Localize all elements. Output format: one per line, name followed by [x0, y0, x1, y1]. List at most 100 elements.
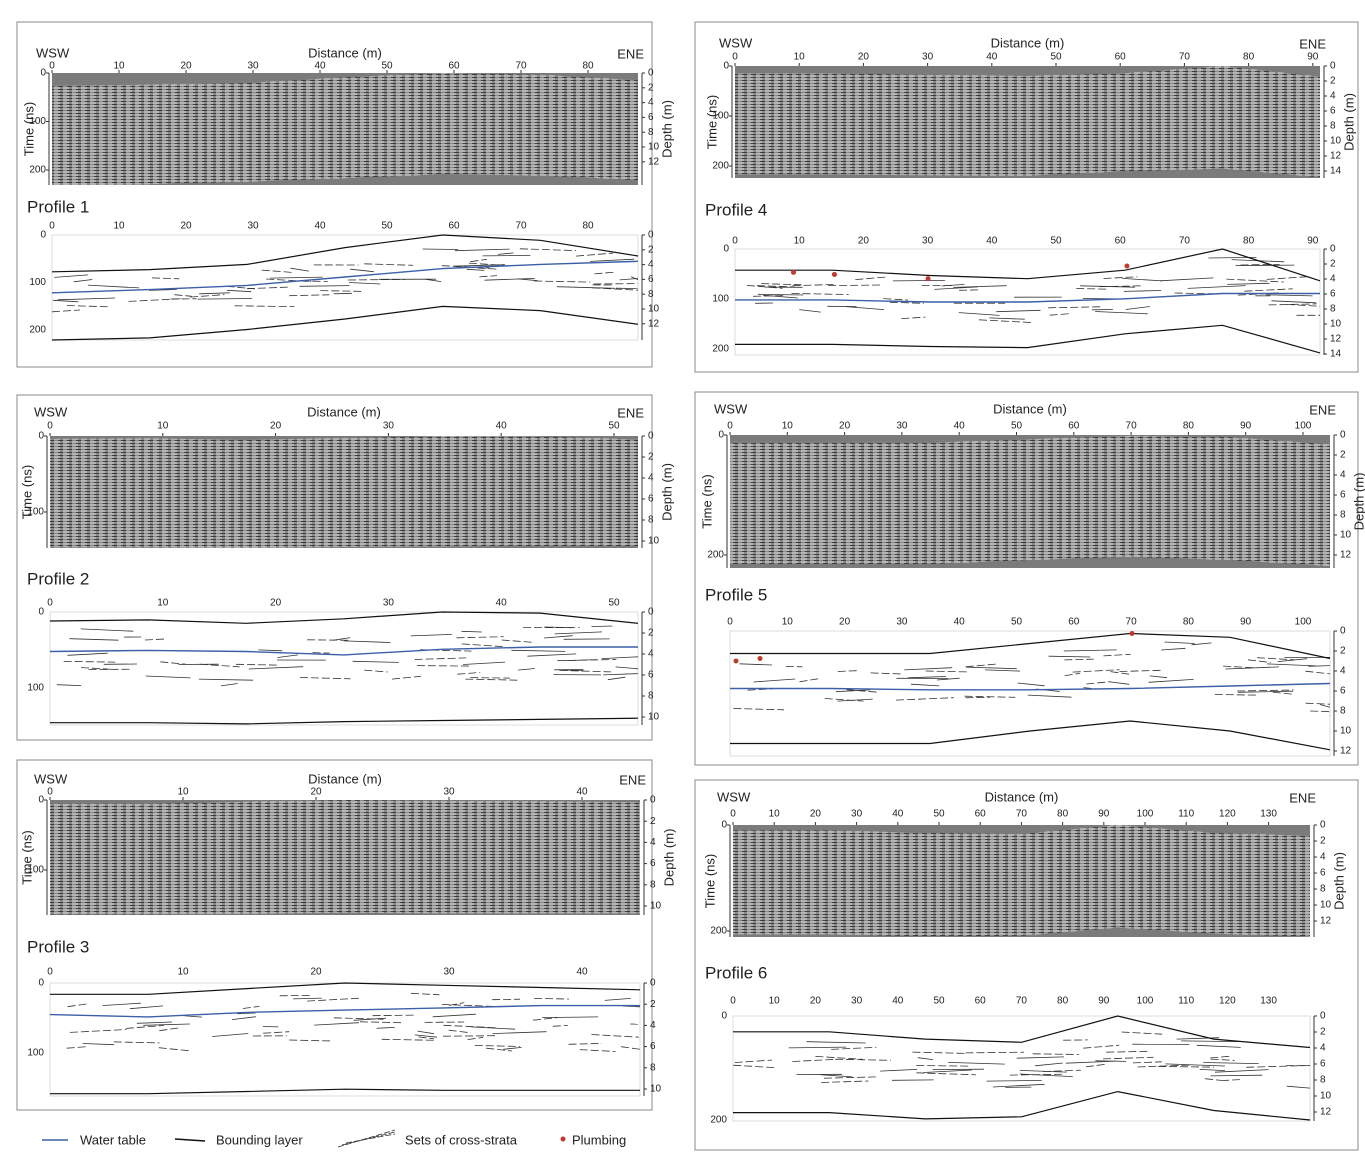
- distance-tick-label: 60: [1068, 617, 1080, 628]
- distance-tick-label: 0: [47, 421, 53, 432]
- depth-tick-label: 6: [1330, 106, 1336, 117]
- depth-tick-label: 0: [650, 978, 656, 989]
- distance-tick-label: 100: [1137, 809, 1154, 820]
- distance-tick-label: 30: [851, 809, 863, 820]
- stratum: [616, 288, 638, 289]
- depth-tick-label: 6: [1330, 289, 1336, 300]
- time-tick-label: 200: [710, 1115, 727, 1126]
- distance-tick-label: 70: [515, 61, 527, 72]
- radargram: [50, 436, 638, 548]
- time-tick-label: 0: [38, 978, 44, 989]
- depth-tick-label: 10: [1330, 136, 1342, 147]
- interpretation-frame: [50, 983, 640, 1096]
- stratum: [1236, 265, 1295, 266]
- distance-tick-label: 0: [47, 598, 53, 609]
- distance-tick-label: 40: [892, 809, 904, 820]
- time-tick-label: 0: [40, 68, 46, 79]
- distance-tick-label: 20: [839, 617, 851, 628]
- distance-tick-label: 0: [49, 221, 55, 232]
- distance-tick-label: 90: [1307, 236, 1319, 247]
- plumbing: [1130, 631, 1135, 636]
- distance-tick-label: 10: [177, 967, 189, 978]
- distance-tick-label: 20: [270, 598, 282, 609]
- distance-tick-label: 30: [383, 598, 395, 609]
- depth-axis-title: Depth (m): [659, 463, 674, 521]
- distance-tick-label: 10: [782, 617, 794, 628]
- depth-axis-title: Depth (m): [1351, 473, 1365, 531]
- depth-tick-label: 8: [1320, 1075, 1326, 1086]
- depth-tick-label: 8: [648, 515, 654, 526]
- distance-tick-label: 30: [896, 617, 908, 628]
- distance-tick-label: 20: [310, 787, 322, 798]
- time-tick-label: 100: [27, 683, 44, 694]
- distance-tick-label: 120: [1219, 809, 1236, 820]
- depth-tick-label: 0: [648, 431, 654, 442]
- depth-tick-label: 10: [648, 712, 660, 723]
- stratum: [443, 1036, 495, 1037]
- distance-tick-label: 70: [1179, 52, 1191, 63]
- depth-axis-title: Depth (m): [1341, 93, 1356, 151]
- distance-tick-label: 60: [975, 996, 987, 1007]
- distance-tick-label: 90: [1240, 617, 1252, 628]
- radargram: [733, 825, 1310, 937]
- plumbing: [832, 272, 837, 277]
- distance-tick-label: 70: [1016, 996, 1028, 1007]
- depth-tick-label: 6: [1320, 868, 1326, 879]
- distance-tick-label: 80: [1057, 809, 1069, 820]
- distance-tick-label: 60: [448, 221, 460, 232]
- distance-tick-label: 20: [810, 996, 822, 1007]
- distance-tick-label: 50: [933, 996, 945, 1007]
- distance-tick-label: 40: [954, 617, 966, 628]
- depth-tick-label: 0: [1320, 820, 1326, 831]
- x-axis-title: Distance (m): [985, 789, 1059, 804]
- depth-tick-label: 10: [1340, 530, 1352, 541]
- time-tick-label: 0: [721, 820, 727, 831]
- depth-tick-label: 8: [650, 879, 656, 890]
- right-label: ENE: [617, 405, 644, 420]
- time-tick-label: 0: [718, 430, 724, 441]
- depth-tick-label: 4: [648, 473, 654, 484]
- radargram: [730, 435, 1330, 568]
- distance-tick-label: 90: [1307, 52, 1319, 63]
- right-label: ENE: [1289, 790, 1316, 805]
- depth-tick-label: 4: [1340, 666, 1346, 677]
- time-tick-label: 0: [723, 244, 729, 255]
- distance-tick-label: 30: [922, 236, 934, 247]
- radargram: [52, 73, 638, 185]
- radargram: [735, 66, 1320, 178]
- depth-tick-label: 6: [648, 112, 654, 123]
- distance-tick-label: 120: [1219, 996, 1236, 1007]
- distance-tick-label: 0: [47, 967, 53, 978]
- profile-title: Profile 1: [27, 197, 89, 216]
- distance-tick-label: 100: [1295, 617, 1312, 628]
- right-label: ENE: [1309, 402, 1336, 417]
- depth-tick-label: 0: [1330, 61, 1336, 72]
- legend-label: Water table: [80, 1132, 146, 1147]
- distance-tick-label: 0: [727, 421, 733, 432]
- distance-tick-label: 40: [986, 52, 998, 63]
- time-tick-label: 100: [29, 116, 46, 127]
- distance-tick-label: 50: [608, 421, 620, 432]
- depth-tick-label: 2: [648, 82, 654, 93]
- depth-tick-label: 2: [1320, 1027, 1326, 1038]
- distance-tick-label: 0: [732, 236, 738, 247]
- stratum: [334, 293, 352, 294]
- distance-tick-label: 40: [986, 236, 998, 247]
- time-tick-label: 200: [29, 325, 46, 336]
- depth-tick-label: 4: [1340, 470, 1346, 481]
- depth-tick-label: 8: [1330, 304, 1336, 315]
- depth-tick-label: 10: [1330, 319, 1342, 330]
- depth-tick-label: 12: [1320, 916, 1332, 927]
- depth-tick-label: 6: [1340, 490, 1346, 501]
- time-tick-label: 100: [712, 111, 729, 122]
- left-label: WSW: [717, 789, 751, 804]
- distance-tick-label: 60: [1068, 421, 1080, 432]
- distance-tick-label: 10: [782, 421, 794, 432]
- depth-tick-label: 8: [648, 691, 654, 702]
- stratum: [893, 280, 945, 281]
- distance-tick-label: 130: [1260, 809, 1277, 820]
- distance-tick-label: 80: [1183, 421, 1195, 432]
- distance-tick-label: 100: [1137, 996, 1154, 1007]
